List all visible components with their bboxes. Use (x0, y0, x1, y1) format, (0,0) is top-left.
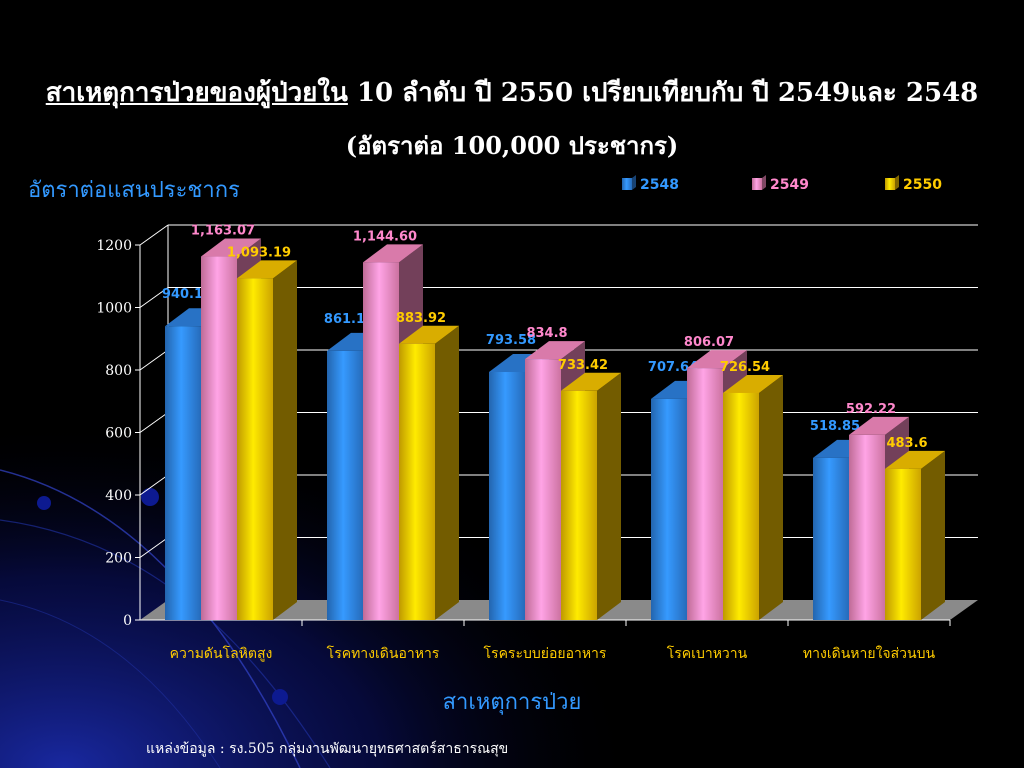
x-tick-label: ความดันโลหิตสูง (170, 645, 273, 662)
legend-label-2550: 2550 (903, 177, 942, 193)
y-tick-label: 400 (105, 488, 132, 504)
x-tick-label: โรคทางเดินอาหาร (327, 645, 440, 662)
legend-label-2549: 2549 (770, 177, 809, 193)
y-tick-label: 800 (105, 363, 132, 379)
chart-title-rest: 10 ลำดับ ปี 2550 เปรียบเทียบกับ ปี 2549แ… (347, 78, 979, 108)
y-tick-label: 600 (105, 426, 132, 442)
y-tick-label: 1200 (96, 238, 132, 254)
data-label-2549: 592.22 (846, 402, 896, 417)
y-axis-title: อัตราต่อแสนประชากร (28, 178, 240, 203)
legend-swatch-side-2549 (762, 175, 766, 190)
legend-swatch-2549 (752, 178, 762, 190)
bar-top-2550 (561, 372, 621, 391)
data-label-2548: 518.85 (810, 419, 860, 434)
bar-2550 (399, 343, 435, 620)
data-label-2550: 726.54 (720, 360, 770, 375)
bar-side-2550 (921, 450, 945, 620)
data-label-2550: 483.6 (886, 436, 927, 451)
y-tick-label: 200 (105, 551, 132, 567)
gridline-side (139, 537, 169, 558)
bar-side-2550 (435, 325, 459, 620)
data-label-2550: 883.92 (396, 311, 446, 326)
y-tick-label: 1000 (96, 301, 132, 317)
bar-2550 (237, 278, 273, 620)
chart-title-underlined: สาเหตุการป่วยของผู้ป่วยใน (45, 78, 348, 108)
bar-top-2549 (687, 350, 747, 369)
bar-2548 (651, 398, 687, 620)
source-note: แหล่งข้อมูล : รง.505 กลุ่มงานพัฒนายุทธศา… (146, 741, 509, 757)
legend-swatch-2548 (622, 178, 632, 190)
bar-2549 (849, 434, 885, 620)
gridline-side (139, 224, 169, 246)
gridline-side (139, 474, 169, 496)
chart-subtitle: (อัตราต่อ 100,000 ประชากร) (345, 131, 679, 160)
x-tick-label: โรคระบบย่อยอาหาร (484, 645, 607, 662)
bar-2549 (525, 359, 561, 620)
bar-top-2550 (723, 374, 783, 393)
bar-2549 (687, 368, 723, 620)
data-label-2549: 1,163.07 (191, 224, 255, 239)
data-label-2550: 1,093.19 (227, 245, 291, 260)
bar-top-2549 (849, 416, 909, 435)
bar-2550 (885, 468, 921, 620)
data-label-2548: 940.13 (162, 287, 212, 302)
data-label-2549: 1,144.60 (353, 229, 417, 244)
y-tick-label: 0 (123, 613, 132, 629)
bar-top-2550 (399, 325, 459, 344)
bar-top-2550 (237, 260, 297, 279)
bar-2549 (363, 262, 399, 620)
bar-top-2550 (885, 450, 945, 469)
data-label-2548: 861.16 (324, 312, 374, 327)
data-label-2548: 707.64 (648, 360, 698, 375)
bar-side-2550 (273, 260, 297, 620)
bar-top-2549 (525, 341, 585, 360)
data-label-2549: 834.8 (526, 326, 567, 341)
gridline-side (139, 349, 169, 371)
bar-2548 (165, 326, 201, 620)
legend-label-2548: 2548 (640, 177, 679, 193)
data-label-2550: 733.42 (558, 358, 608, 373)
gridline-side (139, 412, 169, 433)
bar-side-2550 (597, 372, 621, 620)
legend-swatch-side-2548 (632, 175, 636, 190)
x-tick-label: โรคเบาหวาน (667, 645, 748, 662)
bar-2549 (201, 256, 237, 620)
x-axis-title: สาเหตุการป่วย (442, 690, 582, 715)
bar-2550 (561, 390, 597, 620)
bar-2548 (327, 350, 363, 620)
chart-title: สาเหตุการป่วยของผู้ป่วยใน 10 ลำดับ ปี 25… (0, 72, 1024, 113)
x-tick-label: ทางเดินหายใจส่วนบน (803, 645, 936, 662)
gridline-side (139, 287, 169, 308)
bar-top-2549 (201, 238, 261, 257)
bar-side-2550 (759, 374, 783, 620)
bar-2548 (489, 372, 525, 620)
data-label-2549: 806.07 (684, 335, 734, 350)
legend-swatch-side-2550 (895, 175, 899, 190)
bar-top-2549 (363, 244, 423, 263)
bar-2548 (813, 457, 849, 620)
data-label-2548: 793.58 (486, 333, 536, 348)
bar-2550 (723, 392, 759, 620)
legend-swatch-2550 (885, 178, 895, 190)
